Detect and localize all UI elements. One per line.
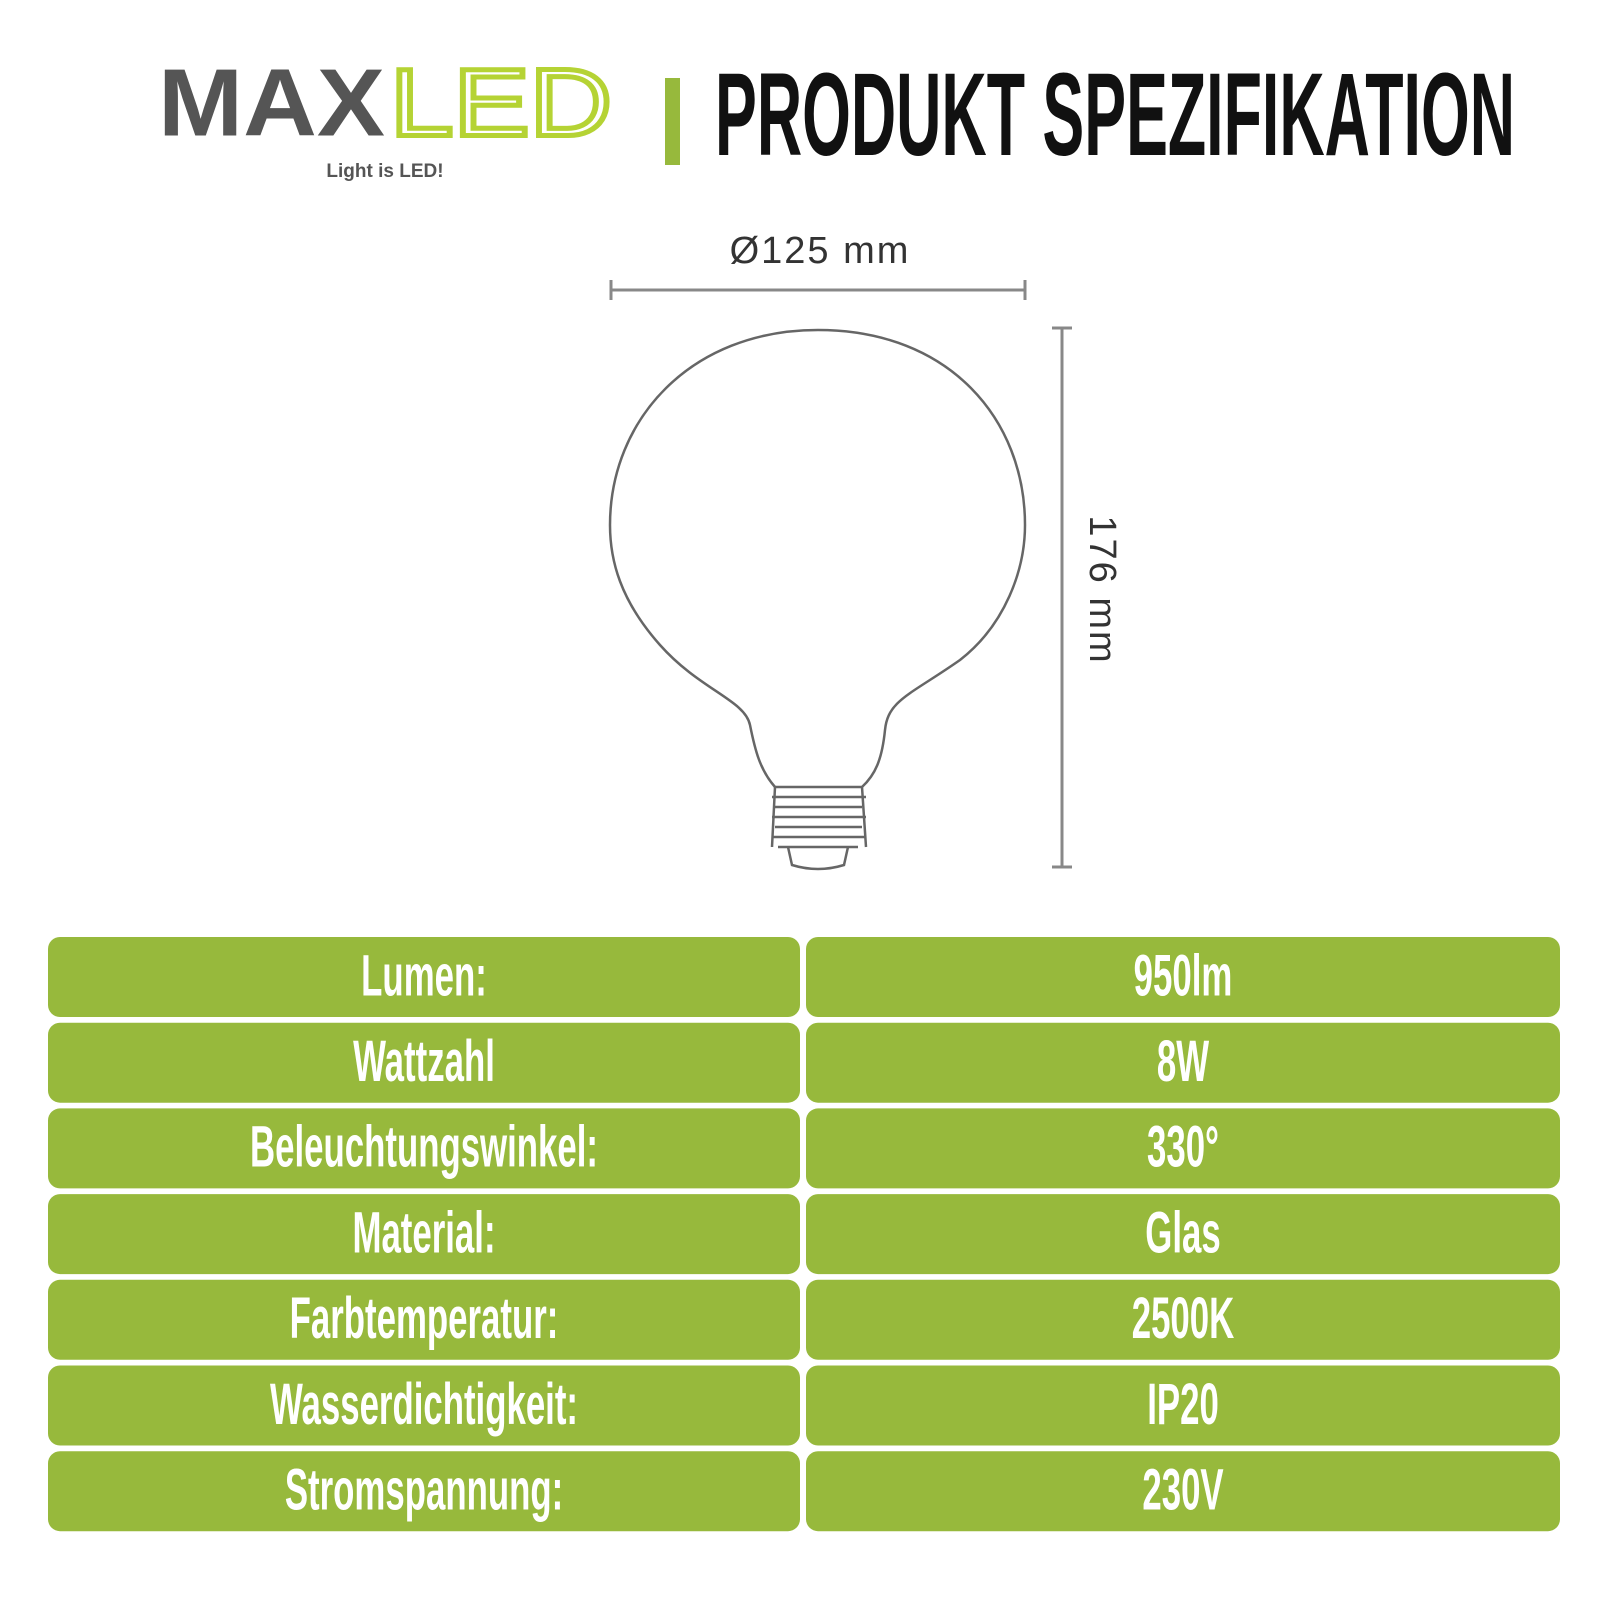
spec-label: Stromspannung: bbox=[285, 1459, 563, 1523]
title: PRODUKT SPEZIFIKATION bbox=[715, 49, 1515, 181]
logo-max: MAX bbox=[158, 49, 385, 156]
spec-value: 8W bbox=[1157, 1030, 1210, 1094]
bulb-outline bbox=[608, 328, 1027, 871]
spec-label: Wattzahl bbox=[353, 1030, 495, 1094]
table-cell bbox=[806, 1108, 1560, 1189]
spec-label: Farbtemperatur: bbox=[290, 1287, 559, 1351]
spec-label: Beleuchtungswinkel: bbox=[250, 1116, 598, 1180]
spec-value: 950lm bbox=[1134, 944, 1233, 1008]
table-cell bbox=[48, 1279, 800, 1360]
diameter-label: Ø125 mm bbox=[730, 230, 911, 272]
spec-value: IP20 bbox=[1147, 1373, 1219, 1437]
table-cell bbox=[48, 937, 800, 1017]
height-label: 176 mm bbox=[1081, 515, 1123, 664]
table-cell bbox=[48, 1022, 800, 1103]
table-cell bbox=[48, 1194, 800, 1275]
title-bar bbox=[665, 78, 680, 165]
table-cell bbox=[806, 1451, 1560, 1532]
table-cell bbox=[48, 1365, 800, 1446]
table-cell bbox=[806, 1194, 1560, 1275]
tagline: Light is LED! bbox=[326, 161, 443, 182]
table-cell bbox=[806, 1279, 1560, 1360]
table-cell bbox=[48, 1451, 800, 1532]
spec-label: Material: bbox=[352, 1201, 495, 1265]
spec-value: 230V bbox=[1142, 1459, 1223, 1523]
table-cell bbox=[806, 1022, 1560, 1103]
table-cell bbox=[806, 937, 1560, 1017]
table-cell bbox=[806, 1365, 1560, 1446]
logo-led: LED bbox=[390, 49, 612, 156]
dimension-lines bbox=[609, 280, 1072, 869]
spec-value: Glas bbox=[1145, 1201, 1220, 1265]
spec-label: Wasserdichtigkeit: bbox=[270, 1373, 578, 1437]
spec-value: 2500K bbox=[1132, 1287, 1235, 1351]
spec-label: Lumen: bbox=[361, 944, 487, 1008]
spec-table: Lumen: 950lm Wattzahl 8W Beleuchtungswinkel:… bbox=[48, 937, 1560, 1532]
spec-value: 330° bbox=[1147, 1116, 1219, 1180]
table-cell bbox=[48, 1108, 800, 1189]
